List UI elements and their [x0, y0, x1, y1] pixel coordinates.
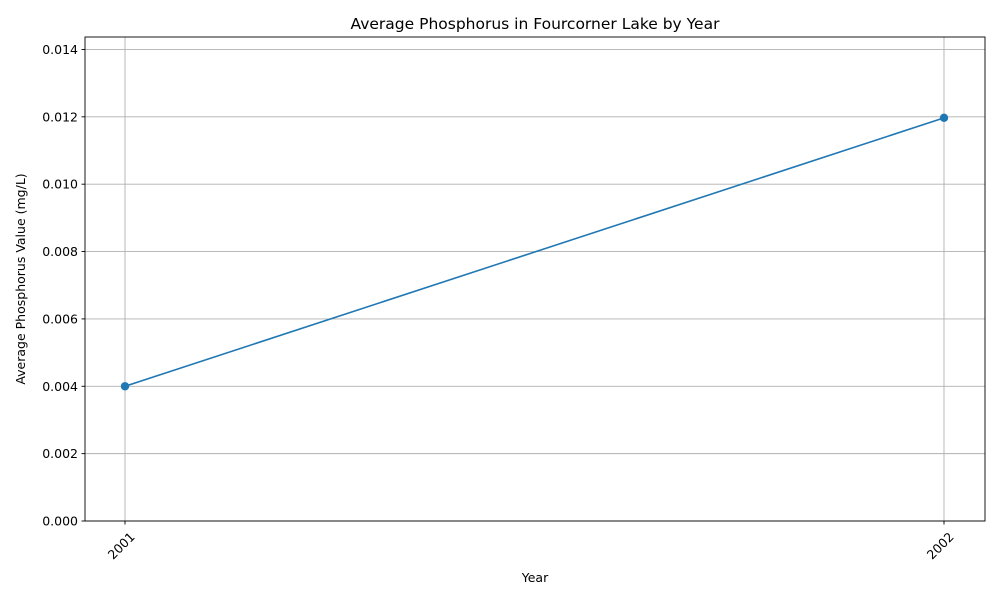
- y-axis-label: Average Phosphorus Value (mg/L): [13, 173, 28, 384]
- y-tick-label: 0.012: [42, 109, 78, 124]
- x-axis-label: Year: [521, 570, 549, 585]
- data-point: [120, 382, 130, 391]
- y-tick-label: 0.002: [42, 446, 78, 461]
- x-tick-label: 2002: [924, 529, 957, 562]
- y-tick-label: 0.004: [42, 379, 78, 394]
- series-layer: [120, 113, 949, 391]
- y-tick-label: 0.006: [42, 311, 78, 326]
- y-tick-label: 0.000: [42, 514, 78, 529]
- y-tick-label: 0.010: [42, 177, 78, 192]
- plot-area: [85, 37, 985, 521]
- chart-title: Average Phosphorus in Fourcorner Lake by…: [351, 15, 721, 33]
- x-tick-label: 2001: [105, 529, 138, 562]
- y-tick-label: 0.008: [42, 244, 78, 259]
- series-line: [124, 117, 945, 388]
- y-tick-label: 0.014: [42, 42, 78, 57]
- plot-frame: [84, 36, 986, 522]
- data-point: [939, 113, 949, 123]
